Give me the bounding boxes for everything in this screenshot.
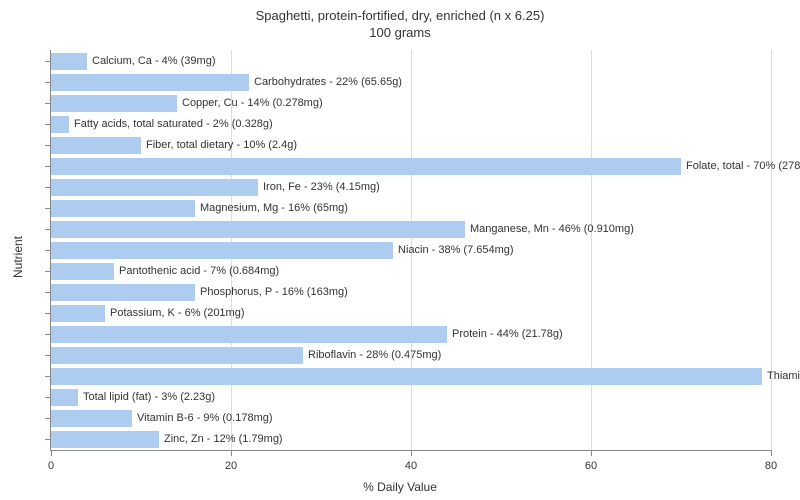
x-tick-label: 40 — [405, 460, 417, 472]
nutrient-bar — [51, 368, 762, 385]
nutrient-bar — [51, 347, 303, 364]
nutrient-bar — [51, 305, 105, 322]
nutrient-bar-label: Pantothenic acid - 7% (0.684mg) — [114, 263, 279, 280]
nutrient-bar-label: Potassium, K - 6% (201mg) — [105, 305, 245, 322]
x-tick — [591, 450, 592, 456]
x-tick — [51, 450, 52, 456]
nutrient-bar-label: Vitamin B-6 - 9% (0.178mg) — [132, 410, 273, 427]
nutrient-bar — [51, 158, 681, 175]
nutrient-bar — [51, 179, 258, 196]
chart-title: Spaghetti, protein-fortified, dry, enric… — [0, 0, 800, 42]
y-axis-label: Nutrient — [11, 236, 25, 278]
nutrient-bar-label: Iron, Fe - 23% (4.15mg) — [258, 179, 380, 196]
nutrient-bar-label: Fiber, total dietary - 10% (2.4g) — [141, 137, 297, 154]
nutrient-bar-label: Magnesium, Mg - 16% (65mg) — [195, 200, 348, 217]
nutrient-bar — [51, 284, 195, 301]
title-line-1: Spaghetti, protein-fortified, dry, enric… — [256, 8, 545, 23]
plot-area: 020406080Calcium, Ca - 4% (39mg)Carbohyd… — [50, 50, 771, 451]
nutrient-bar — [51, 200, 195, 217]
nutrient-bar — [51, 326, 447, 343]
nutrient-bar — [51, 116, 69, 133]
x-tick-label: 0 — [48, 460, 54, 472]
x-tick-label: 60 — [585, 460, 597, 472]
nutrient-bar-label: Folate, total - 70% (278mcg) — [681, 158, 800, 175]
gridline — [591, 50, 592, 450]
x-tick — [231, 450, 232, 456]
nutrient-bar — [51, 242, 393, 259]
nutrient-bar-label: Phosphorus, P - 16% (163mg) — [195, 284, 348, 301]
nutrient-bar — [51, 53, 87, 70]
x-tick — [771, 450, 772, 456]
x-tick-label: 80 — [765, 460, 777, 472]
nutrient-bar — [51, 74, 249, 91]
nutrient-bar-label: Carbohydrates - 22% (65.65g) — [249, 74, 402, 91]
nutrient-chart: Spaghetti, protein-fortified, dry, enric… — [0, 0, 800, 500]
nutrient-bar-label: Riboflavin - 28% (0.475mg) — [303, 347, 441, 364]
nutrient-bar-label: Niacin - 38% (7.654mg) — [393, 242, 514, 259]
nutrient-bar — [51, 221, 465, 238]
nutrient-bar — [51, 389, 78, 406]
nutrient-bar-label: Copper, Cu - 14% (0.278mg) — [177, 95, 323, 112]
nutrient-bar-label: Thiamin - 79% (1.187mg) — [762, 368, 800, 385]
x-axis-label: % Daily Value — [363, 480, 437, 494]
nutrient-bar-label: Manganese, Mn - 46% (0.910mg) — [465, 221, 634, 238]
nutrient-bar-label: Fatty acids, total saturated - 2% (0.328… — [69, 116, 273, 133]
nutrient-bar — [51, 95, 177, 112]
nutrient-bar — [51, 263, 114, 280]
x-tick-label: 20 — [225, 460, 237, 472]
nutrient-bar — [51, 137, 141, 154]
nutrient-bar — [51, 431, 159, 448]
nutrient-bar-label: Zinc, Zn - 12% (1.79mg) — [159, 431, 283, 448]
gridline — [771, 50, 772, 450]
nutrient-bar-label: Total lipid (fat) - 3% (2.23g) — [78, 389, 215, 406]
title-line-2: 100 grams — [369, 25, 430, 40]
nutrient-bar — [51, 410, 132, 427]
nutrient-bar-label: Calcium, Ca - 4% (39mg) — [87, 53, 215, 70]
nutrient-bar-label: Protein - 44% (21.78g) — [447, 326, 563, 343]
x-tick — [411, 450, 412, 456]
